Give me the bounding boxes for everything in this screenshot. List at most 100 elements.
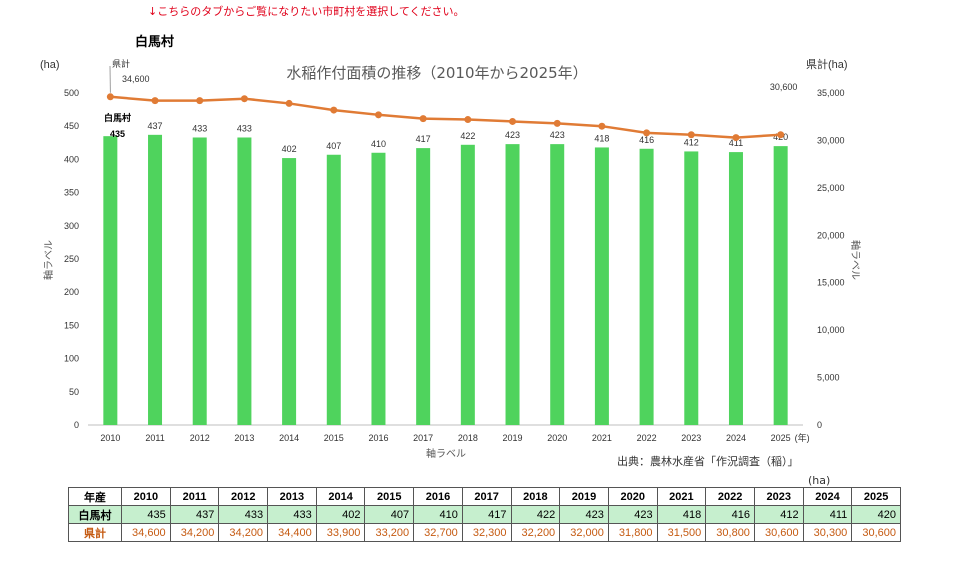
table-cell: 30,800 [705, 523, 755, 542]
bar-value-label: 423 [505, 130, 520, 140]
bar-value-label: 422 [460, 131, 475, 141]
line-point [598, 122, 606, 130]
left-tick-label: 400 [64, 154, 79, 164]
bar-value-label: 423 [550, 130, 565, 140]
bar [326, 154, 341, 425]
table-year-header: 2021 [656, 487, 707, 506]
line-point [374, 111, 382, 119]
table-cell: 410 [413, 505, 463, 524]
x-tick-label: 2012 [190, 433, 210, 443]
table-cell: 422 [510, 505, 561, 524]
bar-value-label: 412 [684, 137, 699, 147]
x-tick-label: 2017 [413, 433, 433, 443]
table-year-header: 2014 [315, 487, 366, 506]
annotation-pref-label: 県計 [112, 58, 130, 70]
annotation-muni-label: 白馬村 [104, 112, 131, 124]
line-point [419, 115, 427, 123]
left-axis-unit: (ha) [40, 59, 60, 71]
bar [550, 144, 565, 426]
table-cell: 34,200 [218, 523, 269, 542]
table-cell: 418 [656, 505, 707, 524]
x-tick-label: 2014 [279, 433, 299, 443]
table-cell: 433 [267, 505, 317, 524]
bar-value-label: 411 [729, 138, 743, 148]
bar [103, 136, 118, 425]
x-tick-label: 2013 [234, 433, 254, 443]
left-axis-title: 軸ラベル [42, 240, 55, 280]
x-tick-label: 2021 [592, 433, 612, 443]
bar [773, 146, 788, 425]
table-cell: 420 [851, 505, 901, 524]
line-point [732, 134, 740, 142]
table-cell: 417 [461, 505, 512, 524]
table-cell: 423 [607, 505, 658, 524]
line-point [553, 119, 561, 127]
table-year-header: 2022 [705, 487, 755, 506]
table-year-header: 2016 [413, 487, 463, 506]
table-cell: 34,600 [121, 523, 171, 542]
line-point [464, 116, 472, 124]
table-cell: 32,300 [461, 523, 512, 542]
table-cell: 33,900 [315, 523, 366, 542]
table-cell: 402 [315, 505, 366, 524]
table-cell: 437 [169, 505, 220, 524]
annotation-muni-value: 435 [110, 129, 125, 139]
right-tick-label: 20,000 [817, 230, 845, 240]
line-point [106, 93, 114, 101]
line-point [330, 106, 338, 114]
x-tick-label: 2018 [458, 433, 478, 443]
table-cell: 32,200 [510, 523, 561, 542]
table-cell: 31,800 [607, 523, 658, 542]
table-year-header: 2013 [267, 487, 317, 506]
instruction-note: ↓こちらのタブからご覧になりたい市町村を選択してください。 [148, 5, 465, 18]
table-cell: 423 [559, 505, 609, 524]
line-point [687, 131, 695, 139]
left-tick-label: 450 [64, 121, 79, 131]
x-axis-unit: (年) [795, 432, 810, 443]
table-cell: 411 [802, 505, 853, 524]
table-year-header: 2015 [364, 487, 415, 506]
table-cell: 30,300 [802, 523, 853, 542]
x-tick-label: 2025 [771, 433, 791, 443]
left-tick-label: 300 [64, 221, 79, 231]
source-note: 出典：農林水産省「作況調査（稲）」 [617, 455, 799, 468]
table-year-header: 2012 [218, 487, 269, 506]
bar [728, 152, 743, 425]
table-header-label: 年産 [68, 487, 122, 506]
annotation-pref-last-value: 30,600 [770, 82, 798, 92]
table-year-header: 2023 [753, 487, 804, 506]
bar-value-label: 433 [192, 123, 207, 133]
right-tick-label: 5,000 [817, 373, 840, 383]
table-cell: 416 [705, 505, 755, 524]
left-tick-label: 200 [64, 287, 79, 297]
left-tick-label: 150 [64, 320, 79, 330]
line-point [285, 99, 293, 107]
bar [505, 144, 520, 426]
left-tick-label: 500 [64, 88, 79, 98]
table-cell: 34,200 [169, 523, 220, 542]
table-cell: 31,500 [656, 523, 707, 542]
chart-title: 水稲作付面積の推移（2010年から2025年） [286, 64, 587, 82]
table-cell: 32,000 [559, 523, 609, 542]
table-cell: 407 [364, 505, 415, 524]
x-tick-label: 2019 [503, 433, 523, 443]
table-year-header: 2018 [510, 487, 561, 506]
x-tick-label: 2015 [324, 433, 344, 443]
table-cell: 32,700 [413, 523, 463, 542]
x-axis-title: 軸ラベル [426, 447, 466, 460]
right-tick-label: 0 [817, 420, 822, 430]
bar [282, 158, 297, 425]
annotation-pref-value: 34,600 [122, 74, 150, 84]
x-tick-label: 2024 [726, 433, 746, 443]
table-year-header: 2019 [559, 487, 609, 506]
line-point [777, 131, 785, 139]
left-tick-label: 50 [69, 387, 79, 397]
table-row-label: 白馬村 [68, 505, 122, 524]
municipality-title: 白馬村 [135, 35, 175, 50]
bar-value-label: 407 [326, 141, 341, 151]
left-tick-label: 250 [64, 254, 79, 264]
table-year-header: 2020 [607, 487, 658, 506]
table-cell: 433 [218, 505, 269, 524]
table-cell: 30,600 [851, 523, 901, 542]
bar-value-label: 417 [416, 134, 431, 144]
